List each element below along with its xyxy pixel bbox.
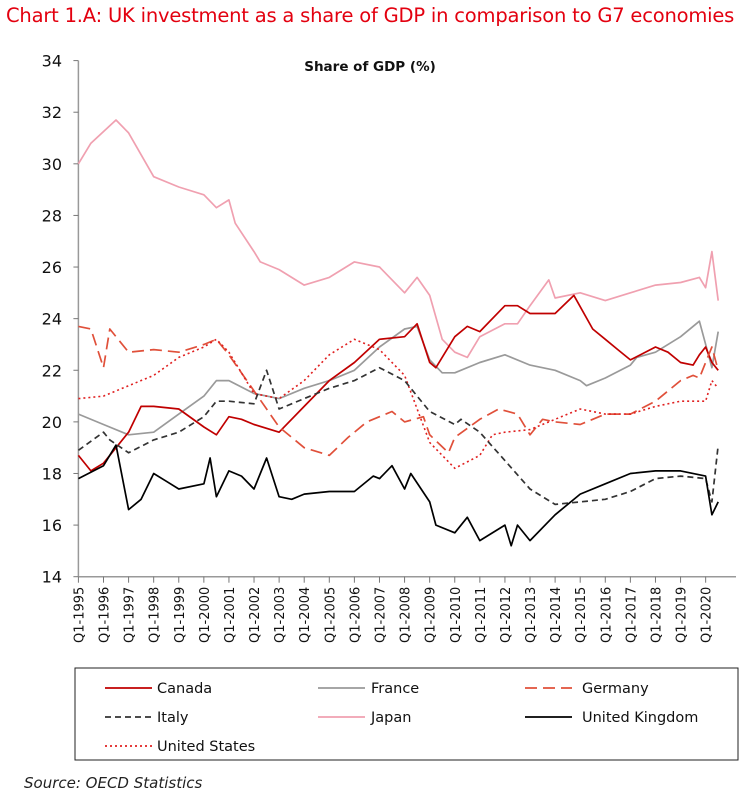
- legend-label: Japan: [370, 710, 411, 726]
- source-note: Source: OECD Statistics: [24, 774, 203, 792]
- legend-label: United Kingdom: [582, 710, 698, 726]
- y-tick-label: 30: [42, 155, 62, 174]
- x-tick-label: Q1-2003: [273, 587, 288, 643]
- legend-box: [74, 667, 739, 761]
- x-tick-label: Q1-1998: [148, 587, 163, 643]
- legend-label: United States: [157, 739, 255, 755]
- y-tick-label: 24: [42, 310, 62, 329]
- series-line-italy: [77, 366, 720, 506]
- chart-subtitle: Share of GDP (%): [304, 59, 436, 75]
- series-line-germany: [78, 325, 720, 457]
- x-tick-label: Q1-2020: [700, 587, 715, 643]
- x-tick-label: Q1-2018: [649, 587, 664, 643]
- legend-label: France: [371, 681, 419, 697]
- series-line-united-kingdom: [78, 444, 719, 547]
- x-tick-label: Q1-2004: [298, 587, 313, 643]
- y-tick-label: 20: [42, 413, 62, 432]
- x-tick-label: Q1-1999: [173, 587, 188, 643]
- x-tick-label: Q1-2002: [248, 587, 263, 643]
- series-line-japan: [77, 119, 720, 359]
- x-tick-label: Q1-2012: [499, 587, 514, 643]
- series-line-united-states: [78, 338, 719, 470]
- x-tick-label: Q1-2000: [198, 587, 213, 643]
- x-tick-label: Q1-2006: [348, 587, 363, 643]
- x-tick-label: Q1-2001: [223, 587, 238, 643]
- x-tick-label: Q1-2009: [424, 587, 439, 643]
- x-tick-label: Q1-1995: [72, 587, 87, 643]
- y-tick-label: 34: [42, 52, 62, 71]
- x-tick-label: Q1-2019: [675, 587, 690, 643]
- y-tick-label: 32: [42, 103, 62, 122]
- x-tick-label: Q1-1996: [97, 587, 112, 643]
- axes: 14 16 18 20 22 24 26 28 30 32 34 Q1-1995 Q1-1996 Q1-1…: [42, 52, 736, 643]
- legend-label: Italy: [157, 710, 189, 726]
- y-tick-label: 16: [42, 516, 62, 535]
- series-lines: [77, 119, 720, 547]
- x-tick-label: Q1-2015: [574, 587, 589, 643]
- x-tick-label: Q1-2007: [373, 587, 388, 643]
- legend: Canada France Germany Italy Japan United King…: [105, 681, 698, 755]
- y-tick-label: 28: [42, 206, 62, 225]
- y-tick-label: 14: [42, 568, 62, 587]
- x-tick-label: Q1-2017: [624, 587, 639, 643]
- y-tick-label: 26: [42, 258, 62, 277]
- legend-label: Canada: [157, 681, 212, 697]
- x-tick-label: Q1-2008: [399, 587, 414, 643]
- legend-label: Germany: [582, 681, 649, 697]
- x-tick-label: Q1-2016: [599, 587, 614, 643]
- x-tick-label: Q1-1997: [123, 587, 138, 643]
- y-tick-label: 18: [42, 464, 62, 483]
- y-tick-label: 22: [42, 361, 62, 380]
- x-tick-label: Q1-2011: [474, 587, 489, 643]
- x-tick-label: Q1-2013: [524, 587, 539, 643]
- x-tick-label: Q1-2005: [323, 587, 338, 643]
- chart-title: Chart 1.A: UK investment as a share of G…: [6, 4, 735, 27]
- x-tick-label: Q1-2014: [549, 587, 564, 643]
- x-tick-label: Q1-2010: [449, 587, 464, 643]
- series-line-canada: [77, 294, 719, 472]
